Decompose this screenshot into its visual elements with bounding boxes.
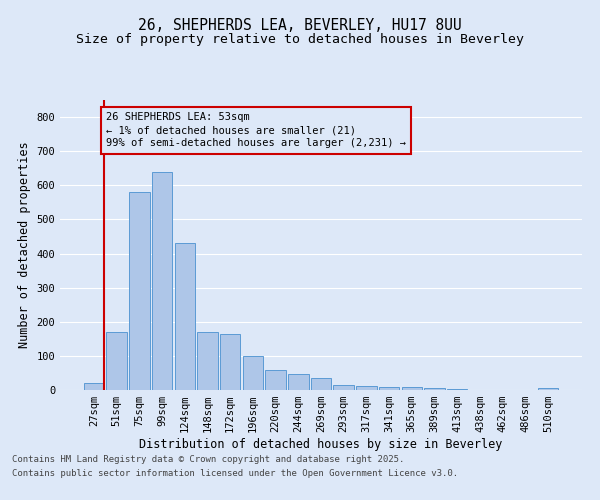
Bar <box>424 388 445 390</box>
Bar <box>84 383 104 390</box>
Text: Size of property relative to detached houses in Beverley: Size of property relative to detached ho… <box>76 32 524 46</box>
Bar <box>152 172 172 390</box>
Text: Contains public sector information licensed under the Open Government Licence v3: Contains public sector information licen… <box>12 469 458 478</box>
Bar <box>334 385 354 390</box>
Bar <box>401 388 422 390</box>
Bar <box>265 370 286 390</box>
Bar <box>288 374 308 390</box>
Bar <box>447 388 467 390</box>
Y-axis label: Number of detached properties: Number of detached properties <box>18 142 31 348</box>
Text: 26, SHEPHERDS LEA, BEVERLEY, HU17 8UU: 26, SHEPHERDS LEA, BEVERLEY, HU17 8UU <box>138 18 462 32</box>
Bar <box>379 386 400 390</box>
Bar <box>197 332 218 390</box>
Text: 26 SHEPHERDS LEA: 53sqm
← 1% of detached houses are smaller (21)
99% of semi-det: 26 SHEPHERDS LEA: 53sqm ← 1% of detached… <box>106 112 406 148</box>
Bar <box>220 334 241 390</box>
Bar <box>538 388 558 390</box>
Bar <box>106 332 127 390</box>
Bar <box>311 378 331 390</box>
X-axis label: Distribution of detached houses by size in Beverley: Distribution of detached houses by size … <box>139 438 503 451</box>
Bar <box>175 244 195 390</box>
Bar <box>242 356 263 390</box>
Bar <box>129 192 149 390</box>
Text: Contains HM Land Registry data © Crown copyright and database right 2025.: Contains HM Land Registry data © Crown c… <box>12 456 404 464</box>
Bar <box>356 386 377 390</box>
